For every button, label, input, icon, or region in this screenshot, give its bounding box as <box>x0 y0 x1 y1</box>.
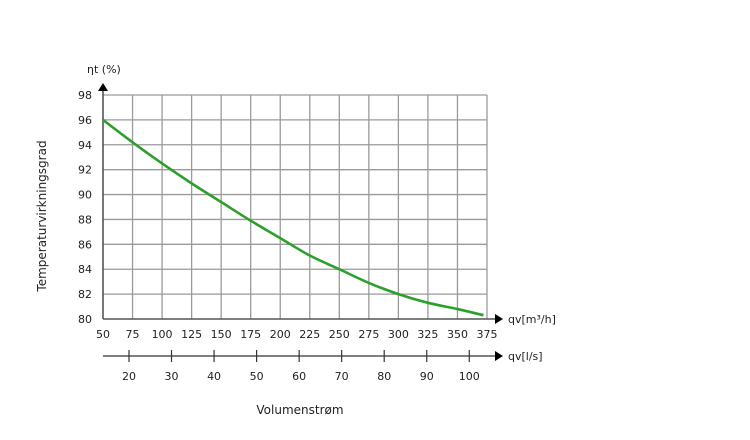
axes: 50 75 100 125 150 175 200 225 250 275 300 325 350 375… <box>78 83 503 383</box>
x-tick-label: 50 <box>96 328 110 341</box>
x2-tick-label: 90 <box>420 370 434 383</box>
y-unit-label: ηt (%) <box>87 63 121 76</box>
x-tick-label: 125 <box>181 328 202 341</box>
grid <box>103 94 488 319</box>
x-axis-title: Volumenstrøm <box>256 403 343 417</box>
x2-tick-label: 50 <box>250 370 264 383</box>
x2-tick-label: 70 <box>335 370 349 383</box>
y-tick-label: 96 <box>78 114 92 127</box>
x-tick-label: 300 <box>388 328 409 341</box>
x-tick-label: 175 <box>240 328 261 341</box>
y-tick-label: 88 <box>78 213 92 226</box>
x2-tick-label: 60 <box>292 370 306 383</box>
x-tick-label: 100 <box>152 328 173 341</box>
x-tick-label: 325 <box>417 328 438 341</box>
x-tick-label: 225 <box>299 328 320 341</box>
labels: Temperaturvirkningsgrad ηt (%) Volumenst… <box>35 63 556 417</box>
x2-tick-label: 40 <box>207 370 221 383</box>
x2-tick-label: 20 <box>122 370 136 383</box>
x-tick-label: 200 <box>270 328 291 341</box>
y-axis-title: Temperaturvirkningsgrad <box>35 140 49 292</box>
series <box>102 118 484 317</box>
y-tick-label: 80 <box>78 313 92 326</box>
series-line <box>102 118 484 317</box>
x2-unit-label: qv[l/s] <box>508 350 543 363</box>
y-tick-label: 90 <box>78 189 92 202</box>
y-tick-label: 84 <box>78 263 92 276</box>
x2-tick-label: 30 <box>165 370 179 383</box>
y-tick-label: 82 <box>78 288 92 301</box>
x-axis-arrow-icon <box>495 314 503 324</box>
y-tick-label: 98 <box>78 89 92 102</box>
y-axis-arrow-icon <box>98 83 108 91</box>
x-tick-label: 250 <box>329 328 350 341</box>
x-tick-label: 275 <box>358 328 379 341</box>
x2-tick-label: 100 <box>459 370 480 383</box>
x-tick-label: 75 <box>126 328 140 341</box>
y-tick-label: 94 <box>78 139 92 152</box>
x2-axis-arrow-icon <box>495 351 503 361</box>
x-tick-label: 150 <box>211 328 232 341</box>
y-tick-label: 92 <box>78 164 92 177</box>
x-unit-label: qv[m³/h] <box>508 313 556 326</box>
y-tick-label: 86 <box>78 238 92 251</box>
x-tick-label: 350 <box>447 328 468 341</box>
x-tick-label: 375 <box>477 328 498 341</box>
x2-tick-label: 80 <box>377 370 391 383</box>
